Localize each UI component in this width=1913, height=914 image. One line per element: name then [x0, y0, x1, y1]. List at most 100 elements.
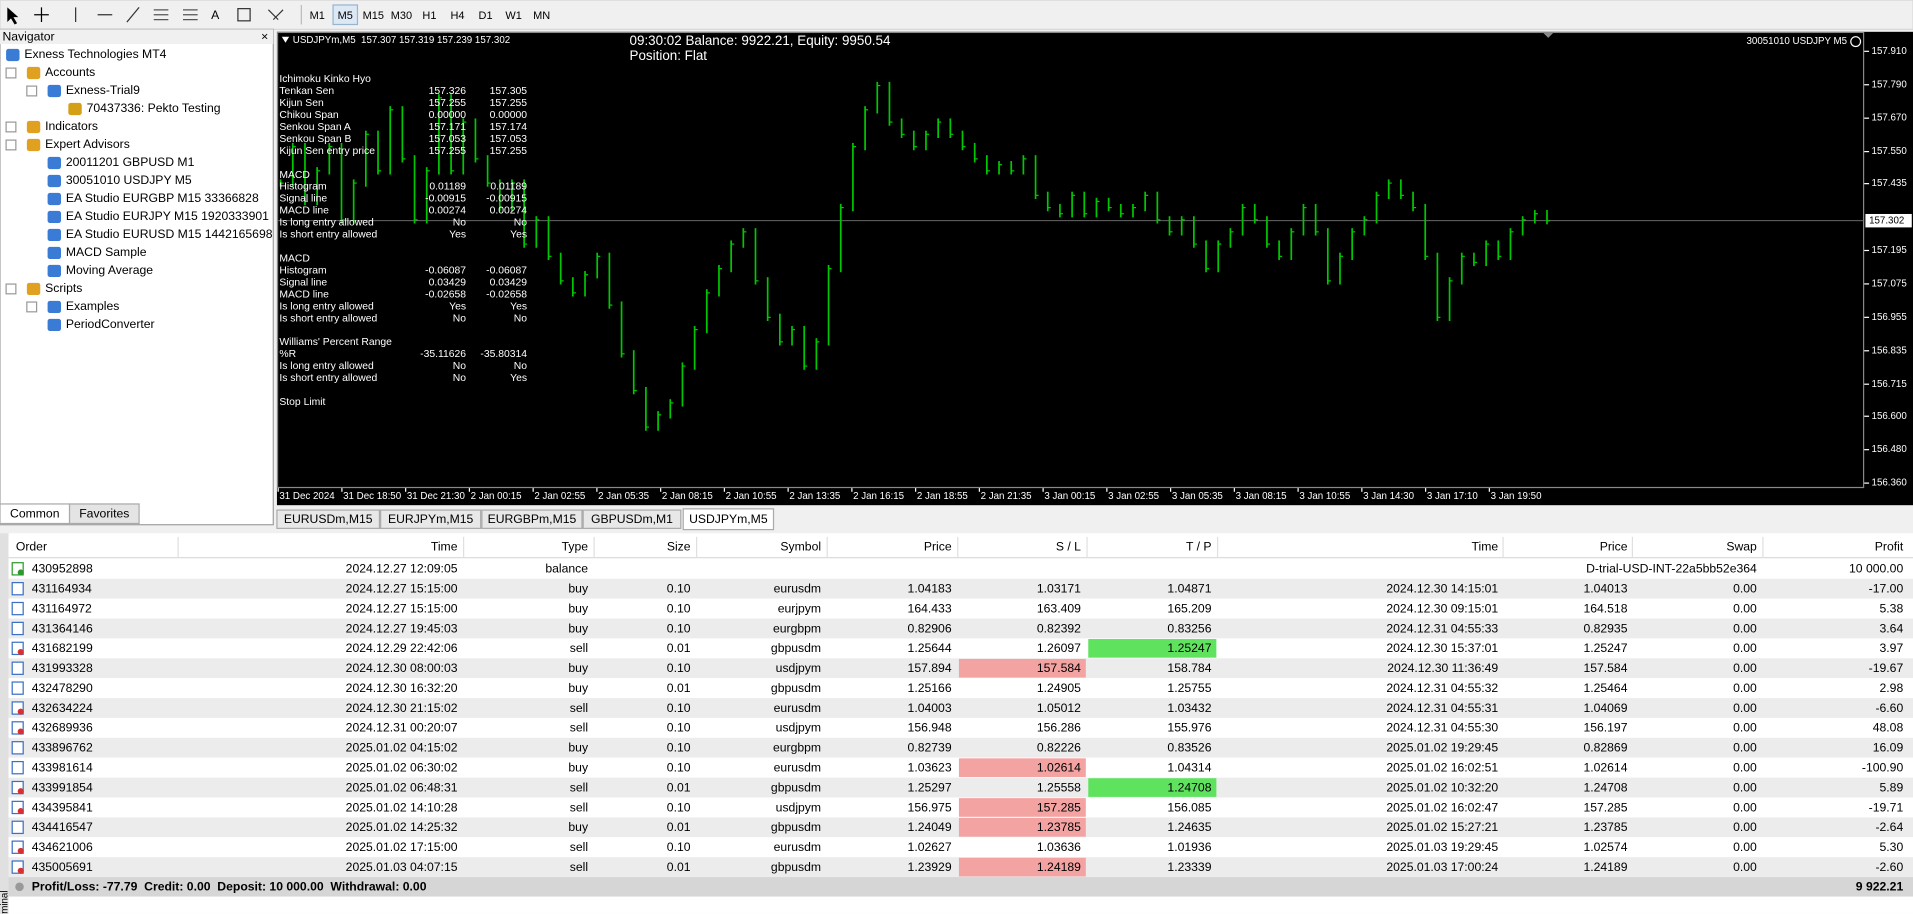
- tree-item[interactable]: 70437336: Pekto Testing: [87, 101, 221, 115]
- chart-tab[interactable]: [582, 509, 682, 529]
- column-header[interactable]: Swap: [1726, 540, 1757, 554]
- table-cell: 2024.12.30 11:36:49: [1387, 661, 1498, 675]
- chart-tab[interactable]: [481, 509, 583, 529]
- navigator-tab[interactable]: [68, 503, 140, 525]
- tree-item[interactable]: EA Studio EURGBP M15 33366828: [66, 191, 259, 205]
- chart-tab[interactable]: [682, 508, 775, 531]
- column-header[interactable]: Time: [1472, 540, 1499, 554]
- chart-tab[interactable]: [380, 509, 482, 529]
- column-header[interactable]: S / L: [1056, 540, 1081, 554]
- column-header[interactable]: Order: [16, 540, 47, 554]
- chart-tab-label[interactable]: USDJPYm,M5: [689, 512, 768, 526]
- tree-item[interactable]: MACD Sample: [66, 245, 147, 259]
- timeframe-button[interactable]: D1: [479, 10, 493, 22]
- line-tools[interactable]: [75, 7, 140, 23]
- table-row[interactable]: [8, 578, 1913, 599]
- order-icon: [11, 621, 24, 636]
- table-cell: 1.23785: [1037, 820, 1081, 834]
- table-row[interactable]: [8, 598, 1913, 619]
- cursor-icon[interactable]: [7, 7, 19, 25]
- chart-tab-label[interactable]: EURJPYm,M15: [388, 512, 474, 526]
- table-row[interactable]: [8, 717, 1913, 738]
- table-row[interactable]: [8, 638, 1913, 659]
- tree-item[interactable]: EA Studio EURUSD M15 1442165698: [66, 227, 273, 241]
- table-cell: 1.25297: [908, 780, 952, 794]
- timeframe-button[interactable]: MN: [533, 10, 550, 22]
- tree-item[interactable]: Accounts: [45, 65, 95, 79]
- table-row[interactable]: [8, 737, 1913, 758]
- tree-icon: [6, 48, 20, 62]
- tree-item[interactable]: Indicators: [45, 119, 98, 133]
- terminal-label: Terminal: [0, 890, 10, 914]
- column-header[interactable]: Price: [924, 540, 952, 554]
- tree-item[interactable]: EA Studio EURJPY M15 1920333901: [66, 209, 269, 223]
- order-icon: [11, 741, 24, 755]
- column-header[interactable]: Price: [1600, 540, 1628, 554]
- table-row[interactable]: [8, 618, 1913, 639]
- chart-tab-label[interactable]: EURUSDm,M15: [284, 512, 373, 526]
- order-icon-badge: [17, 569, 24, 576]
- navigator-close[interactable]: ×: [261, 30, 268, 44]
- text-tool[interactable]: A: [211, 8, 220, 22]
- y-tick-label: 157.075: [1872, 279, 1908, 290]
- tree-item[interactable]: Exness Technologies MT4: [24, 47, 166, 61]
- column-header[interactable]: Profit: [1875, 540, 1904, 554]
- table-row[interactable]: [8, 698, 1913, 718]
- tree-item[interactable]: PeriodConverter: [66, 317, 155, 331]
- current-price-box: [1865, 213, 1912, 228]
- channel-tools[interactable]: [153, 9, 198, 21]
- navigator-tab-label[interactable]: Favorites: [79, 507, 129, 521]
- expand-box[interactable]: [26, 301, 38, 313]
- table-row[interactable]: [8, 837, 1913, 858]
- chart-tab-label[interactable]: EURGBPm,M15: [488, 512, 577, 526]
- timeframe-button[interactable]: M1: [310, 10, 325, 22]
- tree-item[interactable]: Examples: [66, 299, 120, 313]
- table-cell: gbpusdm: [771, 780, 821, 794]
- column-header[interactable]: Symbol: [780, 540, 821, 554]
- table-cell: 5.89: [1880, 780, 1904, 794]
- label-tool[interactable]: [237, 8, 251, 22]
- timeframe-button[interactable]: M15: [363, 10, 384, 22]
- table-row[interactable]: [8, 777, 1913, 798]
- x-tick-label: 2 Jan 18:55: [917, 491, 969, 502]
- timeframe-button[interactable]: M30: [391, 10, 412, 22]
- expand-box[interactable]: [5, 121, 17, 133]
- table-row[interactable]: [8, 558, 1913, 579]
- column-header[interactable]: Time: [431, 540, 458, 554]
- tree-item[interactable]: Expert Advisors: [45, 137, 130, 151]
- timeframe-button[interactable]: H4: [450, 10, 464, 22]
- chart-tab[interactable]: [276, 509, 381, 529]
- crosshair-icon[interactable]: [34, 7, 49, 23]
- tree-item[interactable]: Moving Average: [66, 263, 153, 277]
- navigator-tab-label[interactable]: Common: [10, 507, 59, 521]
- tree-item[interactable]: Scripts: [45, 281, 82, 295]
- table-cell: buy: [568, 582, 589, 596]
- timeframe-button[interactable]: H1: [422, 10, 436, 22]
- expand-box[interactable]: [5, 283, 17, 295]
- tree-item[interactable]: 20011201 GBPUSD M1: [66, 155, 195, 169]
- expand-box[interactable]: [5, 67, 17, 79]
- column-header[interactable]: Size: [667, 540, 691, 554]
- table-row[interactable]: [8, 678, 1913, 699]
- table-cell: 156.948: [908, 721, 952, 735]
- indicator-value: 0.01189: [490, 182, 527, 193]
- chart-menu-arrow[interactable]: [281, 36, 290, 43]
- table-cell: 2025.01.03 17:00:24: [1386, 860, 1498, 874]
- table-cell: 431164972: [32, 601, 92, 615]
- timeframe-button[interactable]: M5: [338, 10, 353, 22]
- table-cell: 0.10: [667, 582, 691, 596]
- chart-tab-label[interactable]: GBPUSDm,M1: [591, 512, 673, 526]
- expand-box[interactable]: [5, 139, 17, 151]
- timeframe-button[interactable]: W1: [505, 10, 521, 22]
- order-icon: [11, 800, 24, 815]
- table-cell: 0.00: [1733, 761, 1757, 775]
- footer-total: 9 922.21: [1856, 880, 1904, 894]
- column-header[interactable]: T / P: [1186, 540, 1212, 554]
- tree-icon: [47, 228, 62, 242]
- table-cell: -17.00: [1869, 582, 1904, 596]
- tree-item[interactable]: Exness-Trial9: [66, 83, 140, 97]
- column-header[interactable]: Type: [562, 540, 589, 554]
- tree-item[interactable]: 30051010 USDJPY M5: [66, 173, 192, 187]
- expand-box[interactable]: [26, 85, 38, 97]
- arrow-tool[interactable]: [267, 9, 284, 21]
